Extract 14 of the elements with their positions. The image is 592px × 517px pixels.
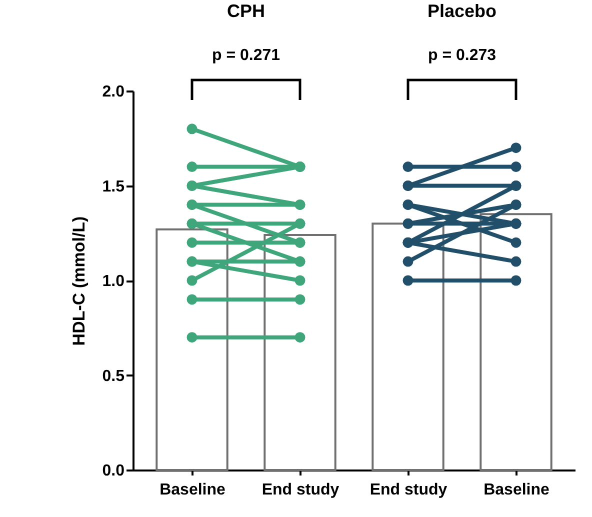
- y-axis-title: HDL-C (mmol/L): [69, 216, 88, 346]
- x-tick-label: End study: [262, 482, 340, 498]
- text: Placebo: [427, 1, 497, 21]
- text: CPH: [226, 1, 266, 21]
- y-tick-label: 1.0: [102, 273, 125, 290]
- text: p = 0.271: [212, 47, 280, 64]
- x-tick-label: End study: [370, 482, 448, 498]
- x-tick-label: Baseline: [484, 482, 550, 498]
- y-tick-label: 2.0: [102, 84, 125, 100]
- y-tick-label: 1.5: [102, 178, 125, 196]
- text: p = 0.273: [428, 47, 496, 64]
- y-tick-label: 0.5: [102, 368, 125, 385]
- y-tick-label: 0.0: [102, 462, 125, 480]
- x-tick-label: Baseline: [160, 482, 226, 498]
